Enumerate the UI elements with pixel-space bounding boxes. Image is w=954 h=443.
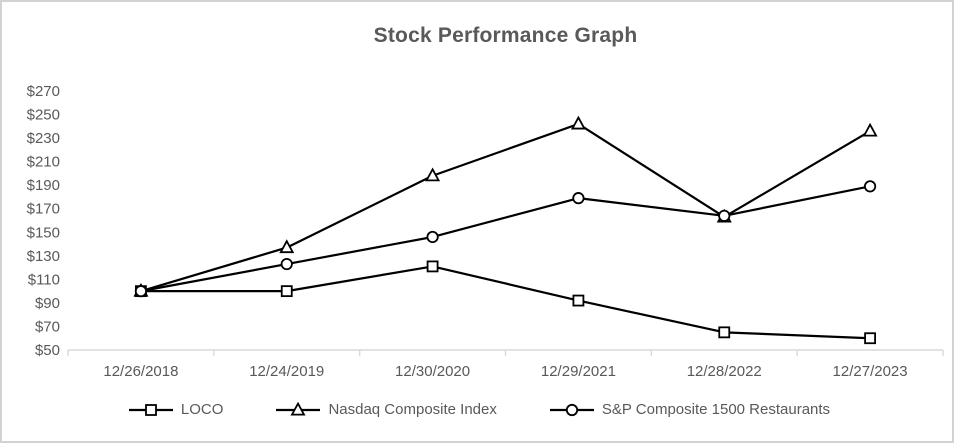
legend-label-nasdaq-composite-index: Nasdaq Composite Index (328, 401, 497, 418)
x-axis-tick-label: 12/30/2020 (395, 363, 470, 380)
chart-legend: LOCO Nasdaq Composite Index S&P Composite … (2, 401, 952, 418)
y-axis-tick-label: $230 (27, 130, 60, 147)
data-point-marker-triangle (279, 239, 295, 254)
legend-triangle-marker-icon (276, 401, 321, 415)
y-axis-tick-label: $130 (27, 248, 60, 265)
data-point-marker-circle (134, 285, 148, 298)
y-axis-tick-label: $50 (35, 342, 60, 359)
x-axis-tick-label: 12/27/2023 (833, 363, 908, 380)
series-line-loco (140, 265, 871, 340)
x-axis-tick-label: 12/24/2019 (249, 363, 324, 380)
data-point-marker-square (426, 260, 439, 273)
legend-square-marker-icon (128, 403, 173, 416)
series-line-nasdaq-composite-index (140, 122, 871, 293)
y-axis-tick-label: $210 (27, 154, 60, 171)
data-point-marker-circle (863, 180, 877, 193)
legend-item-nasdaq-composite-index: Nasdaq Composite Index (275, 401, 497, 418)
y-axis-tick-label: $90 (35, 295, 60, 312)
data-point-marker-circle (426, 230, 439, 244)
data-point-marker-circle (718, 209, 731, 222)
line-chart-plot-area: $50 $70 $90 $110 $130 $150 $170 $190 $210 $230 $25… (27, 83, 944, 380)
data-point-marker-triangle (290, 401, 306, 415)
data-point-marker-circle (565, 403, 578, 416)
x-axis-tick-label: 12/29/2021 (541, 363, 616, 380)
legend-item-loco: LOCO (128, 401, 224, 418)
data-point-marker-square (718, 326, 731, 339)
data-point-marker-triangle (425, 167, 441, 182)
legend-label-loco: LOCO (180, 401, 224, 418)
chart-title: Stock Performance Graph (373, 24, 638, 47)
legend-item-s-p-composite-1500-restaurants: S&P Composite 1500 Restaurants (549, 401, 830, 418)
y-axis-tick-label: $70 (35, 318, 60, 335)
data-point-marker-triangle (862, 122, 878, 137)
y-axis-tick-label: $250 (27, 107, 60, 124)
data-point-marker-circle (280, 257, 293, 271)
y-axis-tick-label: $170 (27, 201, 60, 218)
data-point-marker-triangle (570, 115, 586, 130)
data-point-marker-square (864, 332, 876, 345)
data-point-marker-square (145, 403, 157, 416)
x-axis-tick-label: 12/26/2018 (103, 363, 178, 380)
legend-circle-marker-icon (549, 403, 594, 416)
y-axis-tick-label: $270 (27, 83, 60, 100)
y-axis-tick-label: $150 (27, 224, 60, 241)
data-point-marker-circle (572, 192, 585, 205)
y-axis-tick-label: $190 (27, 177, 60, 194)
legend-label-s-p-composite-1500-restaurants: S&P Composite 1500 Restaurants (601, 401, 831, 418)
series-line-s-p-composite-1500-restaurants (140, 185, 871, 293)
x-axis-tick-label: 12/28/2022 (687, 363, 762, 380)
data-point-marker-square (572, 294, 585, 307)
y-axis-tick-label: $110 (28, 271, 60, 288)
data-point-marker-square (280, 285, 293, 298)
